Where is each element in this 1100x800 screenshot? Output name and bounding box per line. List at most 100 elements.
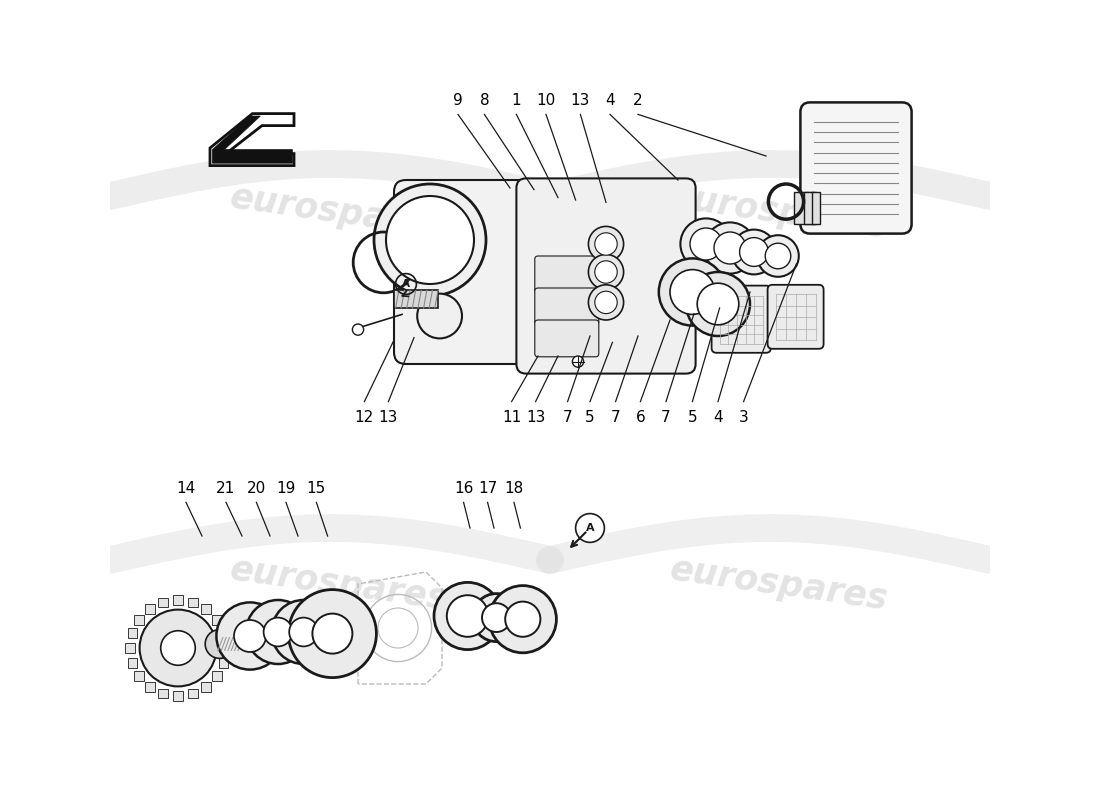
Polygon shape	[212, 116, 293, 163]
FancyBboxPatch shape	[768, 285, 824, 349]
Polygon shape	[210, 114, 294, 166]
Circle shape	[206, 630, 234, 658]
FancyBboxPatch shape	[128, 658, 138, 668]
Circle shape	[588, 254, 624, 290]
Text: eurospares: eurospares	[668, 180, 890, 244]
Circle shape	[704, 222, 756, 274]
FancyBboxPatch shape	[128, 628, 138, 638]
Text: 20: 20	[246, 481, 266, 496]
Circle shape	[288, 590, 376, 678]
Circle shape	[757, 235, 799, 277]
Text: 18: 18	[505, 481, 524, 496]
Text: 3: 3	[739, 410, 748, 425]
Text: eurospares: eurospares	[228, 552, 450, 616]
FancyBboxPatch shape	[145, 682, 155, 692]
FancyBboxPatch shape	[188, 689, 198, 698]
Text: 7: 7	[661, 410, 671, 425]
FancyBboxPatch shape	[158, 689, 168, 698]
Text: 5: 5	[688, 410, 697, 425]
Circle shape	[588, 226, 624, 262]
Text: 9: 9	[453, 93, 463, 108]
Circle shape	[681, 218, 732, 270]
Circle shape	[482, 603, 510, 632]
Circle shape	[161, 630, 196, 666]
Text: 21: 21	[217, 481, 235, 496]
Circle shape	[697, 283, 739, 325]
FancyBboxPatch shape	[712, 286, 771, 353]
FancyBboxPatch shape	[221, 643, 231, 653]
FancyBboxPatch shape	[794, 192, 814, 224]
FancyBboxPatch shape	[394, 180, 546, 364]
Circle shape	[575, 514, 604, 542]
FancyBboxPatch shape	[158, 598, 168, 607]
Circle shape	[246, 600, 310, 664]
Circle shape	[505, 602, 540, 637]
Text: 11: 11	[502, 410, 521, 425]
Text: 19: 19	[276, 481, 296, 496]
Text: 14: 14	[176, 481, 196, 496]
FancyBboxPatch shape	[125, 643, 135, 653]
Circle shape	[595, 233, 617, 255]
Circle shape	[659, 258, 726, 326]
Circle shape	[686, 272, 750, 336]
Circle shape	[595, 291, 617, 314]
Text: 4: 4	[605, 93, 615, 108]
FancyBboxPatch shape	[173, 595, 183, 605]
Text: 7: 7	[563, 410, 572, 425]
Text: 8: 8	[480, 93, 490, 108]
Circle shape	[739, 238, 769, 266]
FancyBboxPatch shape	[201, 604, 211, 614]
Circle shape	[140, 610, 217, 686]
FancyBboxPatch shape	[219, 658, 229, 668]
Circle shape	[272, 600, 336, 664]
Circle shape	[472, 594, 520, 642]
FancyBboxPatch shape	[134, 615, 144, 625]
FancyBboxPatch shape	[145, 604, 155, 614]
FancyBboxPatch shape	[804, 192, 816, 224]
Circle shape	[417, 294, 462, 338]
Text: 2: 2	[634, 93, 642, 108]
Circle shape	[217, 602, 284, 670]
Circle shape	[714, 232, 746, 264]
Text: 5: 5	[585, 410, 595, 425]
Text: 17: 17	[478, 481, 497, 496]
Text: eurospares: eurospares	[668, 552, 890, 616]
FancyBboxPatch shape	[188, 598, 198, 607]
Circle shape	[595, 261, 617, 283]
Circle shape	[289, 618, 318, 646]
Text: A: A	[585, 523, 594, 533]
FancyBboxPatch shape	[219, 628, 229, 638]
Circle shape	[234, 620, 266, 652]
FancyBboxPatch shape	[394, 290, 438, 308]
Text: 6: 6	[636, 410, 646, 425]
FancyBboxPatch shape	[212, 671, 221, 681]
FancyBboxPatch shape	[173, 691, 183, 701]
Text: 10: 10	[537, 93, 556, 108]
Circle shape	[352, 324, 364, 335]
Text: 13: 13	[378, 410, 398, 425]
Circle shape	[670, 270, 715, 314]
Text: A: A	[402, 279, 410, 289]
Text: 13: 13	[526, 410, 546, 425]
Text: 12: 12	[355, 410, 374, 425]
Text: 15: 15	[307, 481, 326, 496]
FancyBboxPatch shape	[535, 320, 598, 357]
Circle shape	[690, 228, 722, 260]
Text: 13: 13	[571, 93, 590, 108]
FancyBboxPatch shape	[516, 178, 695, 374]
Text: eurospares: eurospares	[228, 180, 450, 244]
Text: 4: 4	[713, 410, 723, 425]
FancyBboxPatch shape	[813, 192, 821, 224]
Circle shape	[386, 196, 474, 284]
Circle shape	[732, 230, 777, 274]
Circle shape	[264, 618, 293, 646]
FancyBboxPatch shape	[134, 671, 144, 681]
FancyBboxPatch shape	[212, 615, 221, 625]
FancyBboxPatch shape	[801, 102, 912, 234]
Text: 1: 1	[512, 93, 521, 108]
Circle shape	[588, 285, 624, 320]
Circle shape	[374, 184, 486, 296]
Circle shape	[447, 595, 488, 637]
Circle shape	[490, 586, 557, 653]
FancyBboxPatch shape	[535, 288, 598, 325]
